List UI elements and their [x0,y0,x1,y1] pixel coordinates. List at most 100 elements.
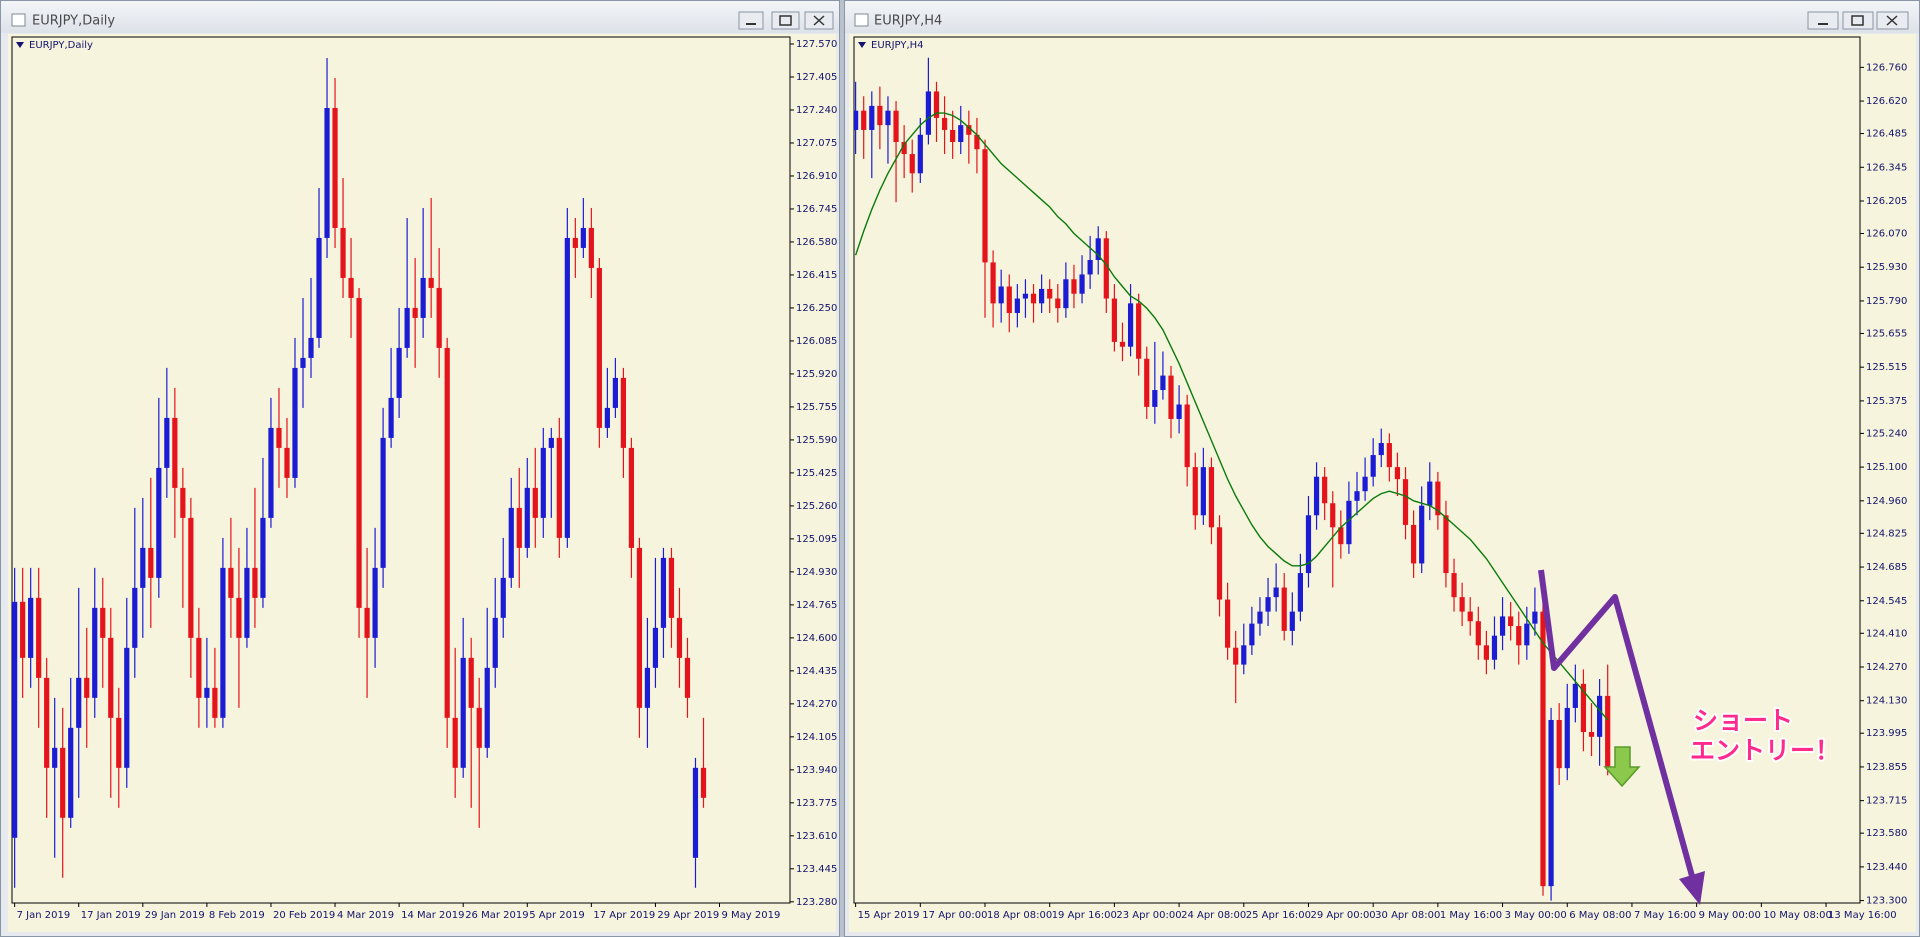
candle-body [644,667,651,708]
candle-body [676,617,683,658]
y-tick-label: 124.545 [1866,596,1907,607]
candle-body [364,607,370,638]
candle-body [116,717,122,768]
candle-body [982,149,988,263]
candle-body [220,567,226,718]
candle-body [1014,298,1020,313]
y-tick-label: 124.270 [1866,662,1907,673]
x-tick-label: 5 Apr 2019 [529,910,584,921]
candle-body [596,267,602,428]
candle-body [1508,616,1514,627]
trend-arrow [1538,569,1695,877]
candle-body [1289,611,1295,631]
candle-body [124,647,130,768]
candle-body [244,567,250,638]
candle-body [1394,467,1401,480]
candle-body [108,637,114,718]
candle-body [1532,611,1538,624]
candle-body [1111,298,1117,342]
candle-body [316,237,322,338]
candle-body [572,237,578,248]
x-tick-label: 24 Apr 08:00 [1181,910,1246,921]
candle-body [204,687,210,698]
candle-body [188,517,194,638]
restore-button[interactable] [771,11,800,30]
candle-body [998,286,1004,304]
minimize-button[interactable] [738,11,764,30]
candle-body [516,507,522,548]
candle-body [1346,500,1352,545]
candle-body [1467,611,1473,622]
candle-body [100,607,106,638]
candle-body [1176,404,1182,419]
chart-window: EURJPY,Daily EURJPY,Daily 127.570 127.405… [0,0,840,937]
candle-body [925,91,931,135]
x-tick-label: 15 Apr 2019 [858,910,920,921]
candle-body [869,105,875,130]
candle-body [1564,707,1570,769]
y-tick-label: 127.075 [796,138,837,149]
candle-body [877,105,883,126]
y-tick-label: 123.610 [796,831,837,842]
candle-body [1597,695,1603,737]
candle-body [52,747,58,768]
candle-body [990,262,996,304]
candle-body [1572,683,1578,708]
restore-icon [1851,15,1864,26]
candle-body [68,727,74,818]
y-tick-label: 123.715 [1866,796,1907,807]
x-tick-label: 29 Jan 2019 [145,910,205,921]
candle-body [1225,599,1231,648]
candle-body [236,597,242,638]
candle-body [1419,505,1425,564]
y-tick-label: 124.765 [796,600,837,611]
candle-body [148,547,154,578]
y-tick-label: 126.415 [796,270,837,281]
y-tick-label: 125.425 [796,468,837,479]
candle-body [1330,503,1336,528]
candle-body [1103,238,1109,299]
candle-body [332,107,338,228]
candle-body [1362,476,1368,492]
candle-body [556,437,562,538]
y-tick-label: 123.855 [1866,762,1907,773]
candle-body [909,154,915,174]
y-tick-label: 123.995 [1866,728,1907,739]
candle-body [500,577,506,618]
candle-body [1281,587,1287,631]
candle-body [1127,303,1134,347]
close-icon [1886,15,1898,26]
minimize-button[interactable] [1807,11,1839,30]
x-tick-label: 1 May 16:00 [1440,910,1502,921]
candle-body [612,377,618,408]
candle-body [12,601,18,838]
candle-body [950,129,956,142]
candle-body [212,687,218,718]
candle-body [20,601,26,658]
x-tick-label: 10 May 08:00 [1763,910,1832,921]
x-tick-label: 7 Jan 2019 [17,910,71,921]
candle-body [324,107,330,238]
candle-body [1006,286,1012,313]
y-tick-label: 125.515 [1866,362,1907,373]
y-tick-label: 126.085 [796,336,837,347]
candle-body [1378,443,1384,456]
x-tick-label: 3 May 00:00 [1505,910,1567,921]
y-tick-label: 126.250 [796,303,837,314]
moving-average-line [854,112,1609,721]
candle-body [476,707,482,748]
candle-body [1322,476,1328,504]
candle-body [348,277,354,298]
title-bar [1,1,839,33]
candle-body [292,367,298,478]
candle-body [1079,274,1085,294]
restore-button[interactable] [1842,11,1874,30]
x-tick-label: 20 Feb 2019 [273,910,335,921]
candle-body [1540,611,1546,887]
candle-body [692,767,699,858]
y-tick-label: 125.920 [796,369,837,380]
candle-body [660,557,667,628]
candle-body [164,417,170,468]
